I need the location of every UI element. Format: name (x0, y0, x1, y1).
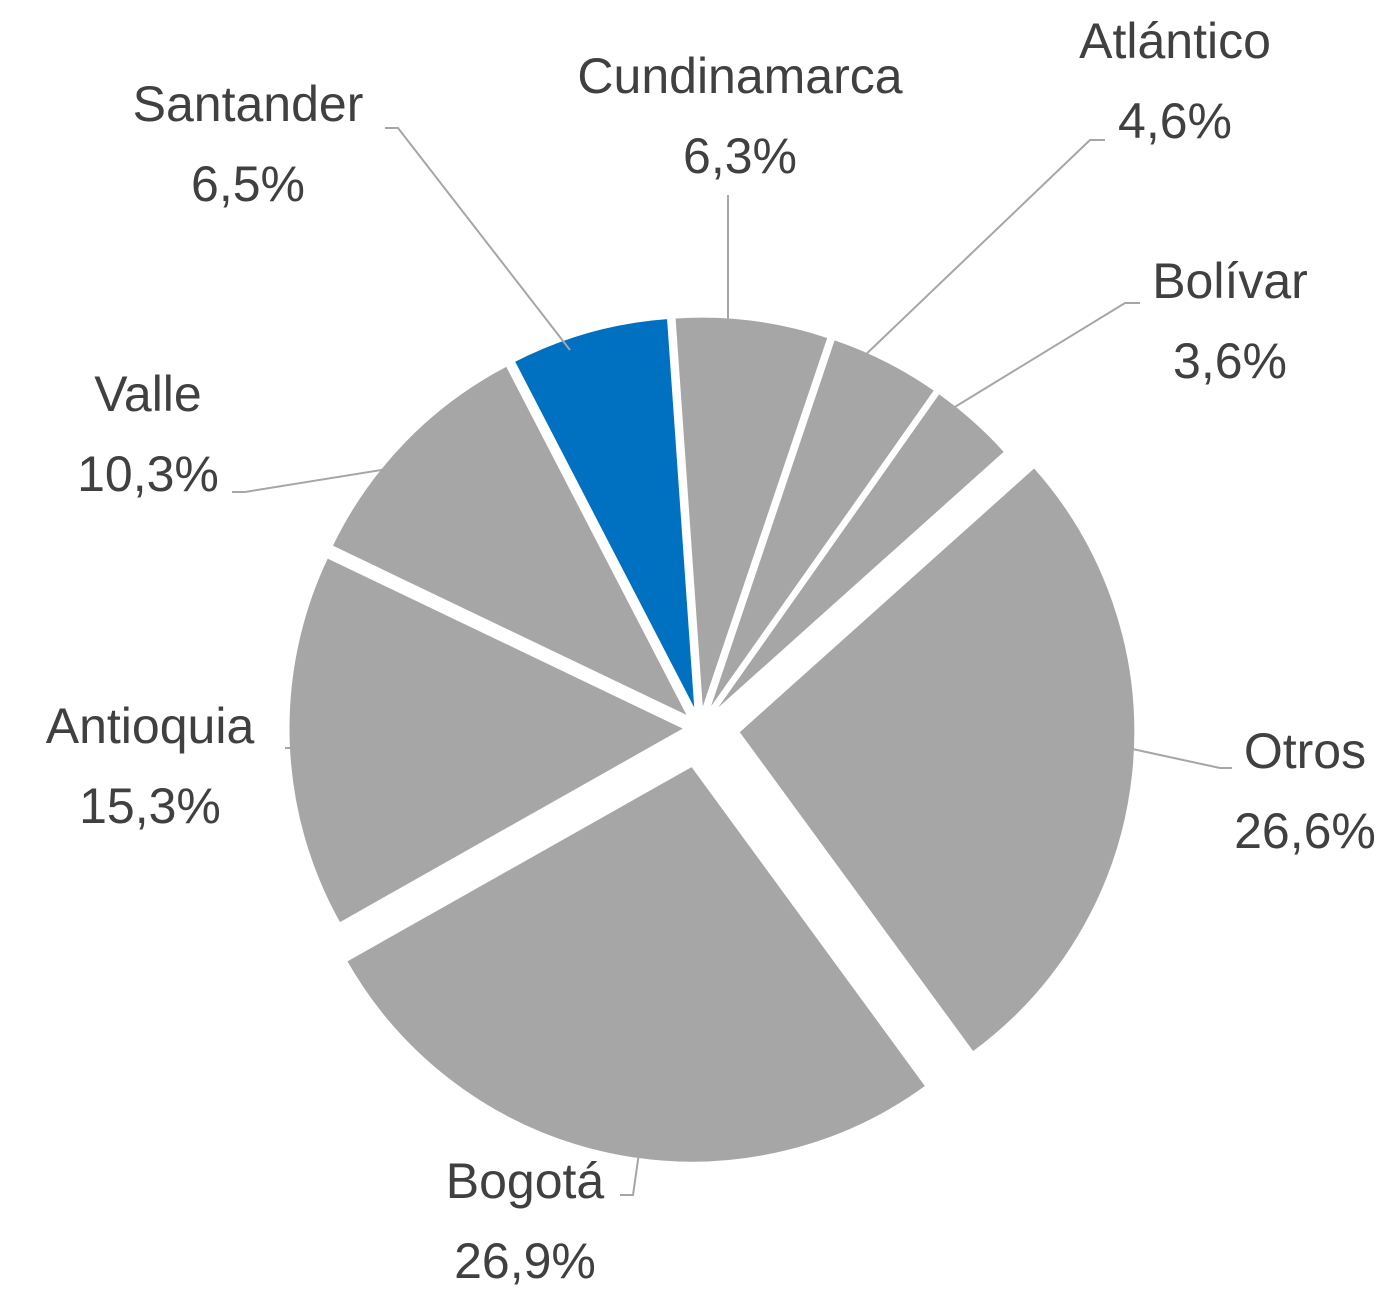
pie-slice (708, 390, 1008, 719)
slice-value-label: 26,9% (454, 1233, 596, 1289)
slice-value-label: 15,3% (79, 778, 221, 834)
leader-line (620, 1124, 644, 1196)
slice-label: Otros (1244, 723, 1366, 779)
slice-label: Bolívar (1152, 253, 1308, 309)
pie-slice (343, 763, 930, 1165)
slice-value-label: 6,3% (683, 128, 797, 184)
pie-slice (672, 314, 832, 715)
slice-value-label: 6,5% (191, 156, 305, 212)
leader-line (944, 302, 1140, 414)
slice-value-label: 4,6% (1118, 93, 1232, 149)
slice-value-label: 3,6% (1173, 333, 1287, 389)
pie-slice (735, 464, 1138, 1056)
pie-slice (286, 554, 690, 927)
leader-line (232, 466, 401, 493)
pie-slice (328, 362, 694, 722)
slice-label: Cundinamarca (577, 48, 902, 104)
pie-slice (511, 315, 698, 716)
slice-value-label: 26,6% (1234, 803, 1376, 859)
leader-line (285, 747, 306, 761)
slice-label: Bogotá (446, 1153, 605, 1209)
leader-line (1099, 741, 1232, 769)
slice-label: Santander (133, 76, 364, 132)
pie-slice (704, 336, 938, 717)
slice-label: Antioquia (46, 698, 255, 754)
slice-value-label: 10,3% (77, 446, 219, 502)
slice-label: Valle (94, 366, 201, 422)
leader-line (859, 139, 1105, 361)
leader-line (385, 127, 571, 351)
slice-label: Atlántico (1079, 13, 1271, 69)
